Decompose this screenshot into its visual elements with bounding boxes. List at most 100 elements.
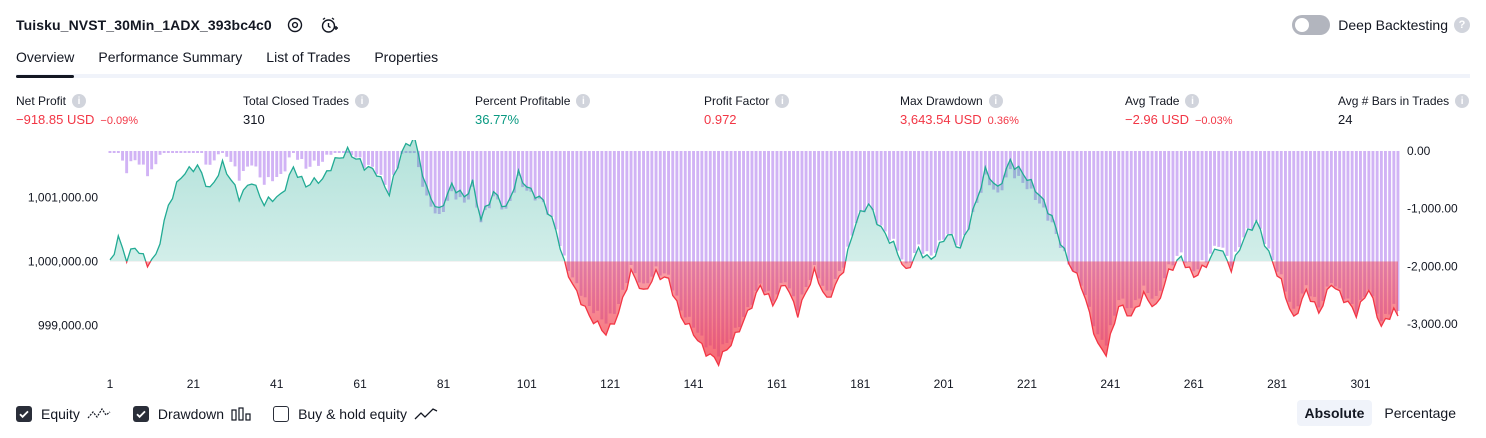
net-profit-pct: −0.09%: [100, 115, 139, 127]
drawdown-bar: [562, 151, 566, 256]
x-tick-label: 181: [850, 377, 870, 391]
help-icon[interactable]: ?: [1454, 17, 1470, 33]
checkbox-unchecked-icon[interactable]: [273, 406, 290, 422]
drawdown-bar: [1217, 151, 1221, 247]
drawdown-bar: [650, 151, 654, 277]
drawdown-bar: [654, 151, 658, 267]
checkbox-checked-icon[interactable]: [16, 406, 32, 422]
drawdown-bar: [863, 151, 866, 213]
equity-checkbox[interactable]: Equity: [16, 406, 111, 422]
drawdown-bar: [1338, 151, 1342, 289]
drawdown-bar: [754, 151, 758, 291]
info-icon[interactable]: i: [1455, 94, 1470, 108]
drawdown-bar: [1121, 151, 1125, 299]
drawdown-bar: [875, 151, 879, 224]
percentage-button[interactable]: Percentage: [1384, 405, 1456, 421]
drawdown-bar: [112, 151, 116, 153]
drawdown-bar: [892, 151, 896, 239]
buy-hold-line-icon: [414, 407, 438, 421]
drawdown-checkbox[interactable]: Drawdown: [132, 406, 251, 422]
drawdown-bar: [1363, 151, 1367, 297]
info-icon[interactable]: i: [576, 94, 591, 108]
drawdown-bar: [925, 151, 929, 252]
tab-overview[interactable]: Overview: [16, 44, 75, 78]
buy-hold-checkbox[interactable]: Buy & hold equity: [273, 406, 438, 422]
drawdown-bar: [1146, 151, 1150, 293]
drawdown-bar: [1359, 151, 1362, 300]
drawdown-bar: [504, 151, 508, 209]
drawdown-bar: [1083, 151, 1087, 296]
drawdown-bar: [471, 151, 475, 187]
drawdown-bar: [708, 151, 712, 346]
tab-bar: Overview Performance Summary List of Tra…: [16, 44, 1470, 78]
drawdown-bar: [1150, 151, 1154, 299]
drawdown-bar: [704, 151, 708, 348]
drawdown-bar: [446, 151, 450, 201]
drawdown-bar: [392, 151, 395, 175]
settings-gear-icon[interactable]: [284, 14, 306, 36]
drawdown-bar: [1367, 151, 1371, 290]
equity-line-positive: [109, 140, 1274, 262]
drawdown-bar: [696, 151, 700, 333]
checkbox-checked-icon[interactable]: [132, 406, 149, 422]
drawdown-bar: [1050, 151, 1054, 223]
total-closed-trades-value: 310: [243, 112, 265, 127]
drawdown-bar: [429, 151, 433, 207]
drawdown-bar: [133, 151, 137, 161]
drawdown-bar: [1334, 151, 1337, 287]
drawdown-bar: [804, 151, 808, 287]
info-icon[interactable]: i: [1185, 94, 1200, 108]
drawdown-bar: [717, 151, 720, 357]
absolute-button[interactable]: Absolute: [1296, 400, 1373, 426]
drawdown-bar: [304, 151, 308, 169]
tab-properties[interactable]: Properties: [374, 49, 439, 65]
tab-list-of-trades[interactable]: List of Trades: [266, 49, 351, 65]
drawdown-bar: [779, 151, 783, 283]
drawdown-bar: [1329, 151, 1333, 284]
drawdown-bar: [317, 151, 320, 166]
drawdown-bar: [1167, 151, 1171, 265]
drawdown-bar: [292, 151, 295, 153]
drawdown-bar: [738, 151, 741, 327]
drawdown-bar: [846, 151, 850, 247]
drawdown-bar: [1163, 151, 1166, 279]
drawdown-bar: [492, 151, 495, 197]
drawdown-bar: [1025, 151, 1029, 190]
drawdown-bar: [1271, 151, 1275, 260]
drawdown-bar: [271, 151, 274, 182]
equity-line-negative: [125, 261, 1399, 368]
info-icon[interactable]: i: [355, 94, 370, 108]
drawdown-bar: [483, 151, 487, 211]
drawdown-bar: [1004, 151, 1008, 178]
drawdown-bar: [971, 151, 975, 213]
drawdown-bar: [1259, 151, 1262, 229]
drawdown-bar: [342, 151, 345, 153]
drawdown-bar: [533, 151, 537, 201]
x-tick-label: 101: [517, 377, 537, 391]
drawdown-bar: [1267, 151, 1271, 249]
x-tick-label: 81: [437, 377, 451, 391]
drawdown-bar: [700, 151, 704, 336]
info-icon[interactable]: i: [988, 94, 1003, 108]
drawdown-bar: [1042, 151, 1046, 208]
drawdown-bar: [679, 151, 683, 311]
drawdown-bar: [1292, 151, 1296, 309]
drawdown-bar: [512, 151, 516, 193]
info-icon[interactable]: i: [72, 94, 87, 108]
drawdown-bar: [437, 151, 441, 214]
drawdown-bar: [1188, 151, 1191, 263]
drawdown-bar: [1088, 151, 1091, 307]
drawdown-bar: [175, 151, 179, 153]
drawdown-bar: [1392, 151, 1396, 304]
y-right-tick-label: 0.00: [1407, 144, 1431, 158]
info-icon[interactable]: i: [775, 94, 790, 108]
drawdown-bar: [537, 151, 541, 199]
tab-performance-summary[interactable]: Performance Summary: [98, 49, 243, 65]
drawdown-bar: [571, 151, 575, 278]
drawdown-bar: [1354, 151, 1358, 314]
drawdown-bar: [266, 151, 270, 178]
deep-backtesting-toggle[interactable]: [1292, 15, 1331, 35]
drawdown-bar: [125, 151, 129, 174]
drawdown-bar: [692, 151, 695, 328]
add-alert-clock-icon[interactable]: [318, 14, 340, 36]
